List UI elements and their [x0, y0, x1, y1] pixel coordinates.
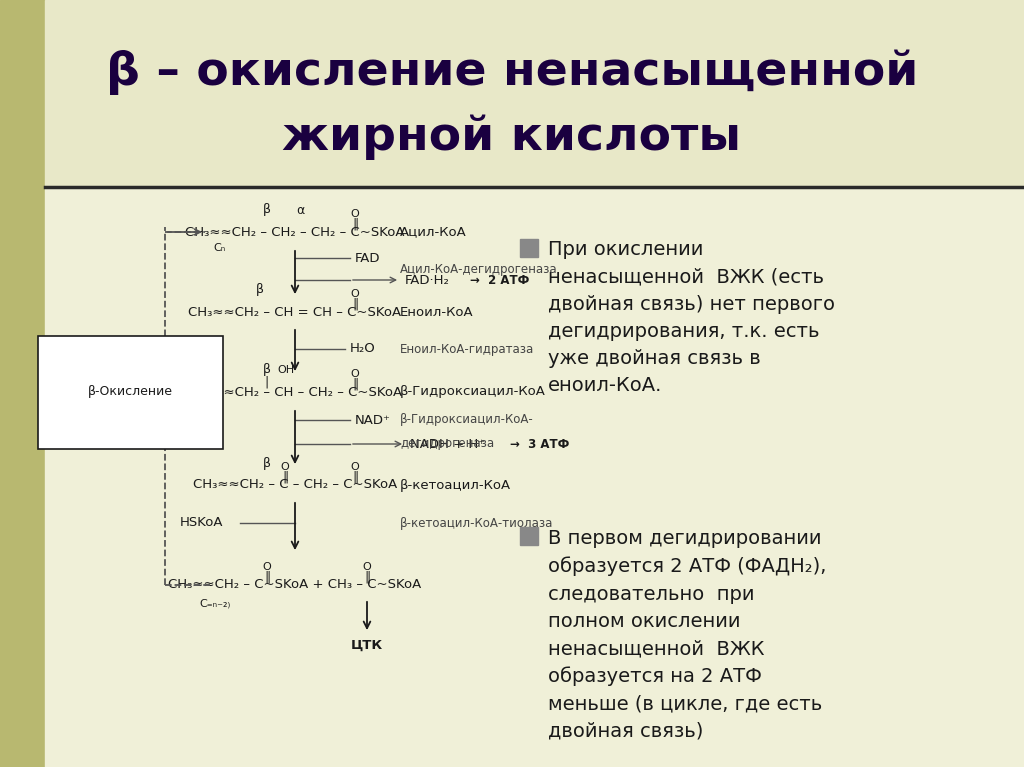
Text: ‖: ‖ — [364, 571, 370, 584]
Text: ‖: ‖ — [352, 298, 358, 311]
Text: β – окисление ненасыщенной: β – окисление ненасыщенной — [105, 49, 919, 95]
Text: FAD·H₂: FAD·H₂ — [406, 274, 450, 287]
Bar — [45, 187, 1024, 767]
Text: →  3 АТФ: → 3 АТФ — [510, 437, 569, 450]
Text: Еноил-КоА: Еноил-КоА — [400, 305, 474, 318]
Text: FAD: FAD — [355, 252, 381, 265]
Text: ‖: ‖ — [264, 571, 270, 584]
Bar — [520, 527, 538, 545]
Text: →  2 АТФ: → 2 АТФ — [470, 274, 529, 287]
Text: β-кетоацил-КоА-тиолаза: β-кетоацил-КоА-тиолаза — [400, 516, 553, 529]
Text: ЦТК: ЦТК — [351, 638, 383, 651]
Text: OH: OH — [278, 365, 294, 375]
Bar — [0, 0, 45, 767]
Text: жирной кислоты: жирной кислоты — [283, 114, 741, 160]
Text: NAD⁺: NAD⁺ — [355, 413, 391, 426]
Text: CH₃≈≈CH₂ – CH – CH₂ – C~SKoA: CH₃≈≈CH₂ – CH – CH₂ – C~SKoA — [188, 386, 402, 399]
Text: O: O — [350, 369, 359, 379]
Text: β-Окисление: β-Окисление — [87, 386, 172, 399]
Text: α: α — [296, 203, 304, 216]
Text: β-Гидроксиацил-КоА: β-Гидроксиацил-КоА — [400, 386, 546, 399]
Text: O: O — [262, 562, 271, 572]
Text: β: β — [263, 203, 271, 216]
Text: дегидрогеназа: дегидрогеназа — [400, 437, 495, 450]
Text: NADH + H⁺: NADH + H⁺ — [410, 437, 485, 450]
Text: Cₙ: Cₙ — [214, 243, 226, 253]
Text: Ацил-КоА: Ацил-КоА — [400, 225, 467, 239]
Text: β: β — [256, 284, 264, 297]
Text: В первом дегидрировании
образуется 2 АТФ (ФАДН₂),
следовательно  при
полном окис: В первом дегидрировании образуется 2 АТФ… — [548, 529, 826, 741]
Bar — [45, 0, 1024, 187]
Text: O: O — [350, 462, 359, 472]
Text: CH₃≈≈CH₂ – CH₂ – CH₂ – C~SKoA: CH₃≈≈CH₂ – CH₂ – CH₂ – C~SKoA — [185, 225, 404, 239]
Text: H₂O: H₂O — [350, 343, 376, 355]
Text: O: O — [350, 289, 359, 299]
Text: CH₃≈≈CH₂ – CH = CH – C~SKoA: CH₃≈≈CH₂ – CH = CH – C~SKoA — [188, 305, 401, 318]
Bar — [520, 239, 538, 257]
Text: ‖: ‖ — [282, 470, 288, 483]
Text: ‖: ‖ — [352, 218, 358, 231]
Text: β-Гидроксиацил-КоА-: β-Гидроксиацил-КоА- — [400, 413, 534, 426]
Text: ‖: ‖ — [352, 470, 358, 483]
Text: |: | — [265, 376, 269, 389]
Text: Еноил-КоА-гидратаза: Еноил-КоА-гидратаза — [400, 343, 535, 355]
Text: C₌ₙ₋₂₎: C₌ₙ₋₂₎ — [200, 598, 230, 608]
Text: O: O — [362, 562, 372, 572]
Text: O: O — [350, 209, 359, 219]
Text: β: β — [263, 456, 271, 469]
Text: CH₃≈≈CH₂ – C – CH₂ – C~SKoA: CH₃≈≈CH₂ – C – CH₂ – C~SKoA — [193, 479, 397, 492]
Text: O: O — [281, 462, 290, 472]
Text: При окислении
ненасыщенной  ВЖК (есть
двойная связь) нет первого
дегидрирования,: При окислении ненасыщенной ВЖК (есть дво… — [548, 240, 835, 395]
Text: CH₃≈≈CH₂ – C~SKoA + CH₃ – C~SKoA: CH₃≈≈CH₂ – C~SKoA + CH₃ – C~SKoA — [168, 578, 422, 591]
Text: β: β — [263, 364, 271, 377]
Text: ‖: ‖ — [352, 377, 358, 390]
Text: Ацил-КоА-дегидрогеназа: Ацил-КоА-дегидрогеназа — [400, 262, 558, 275]
Text: β-кетоацил-КоА: β-кетоацил-КоА — [400, 479, 511, 492]
Text: HSKoA: HSKoA — [180, 516, 223, 529]
